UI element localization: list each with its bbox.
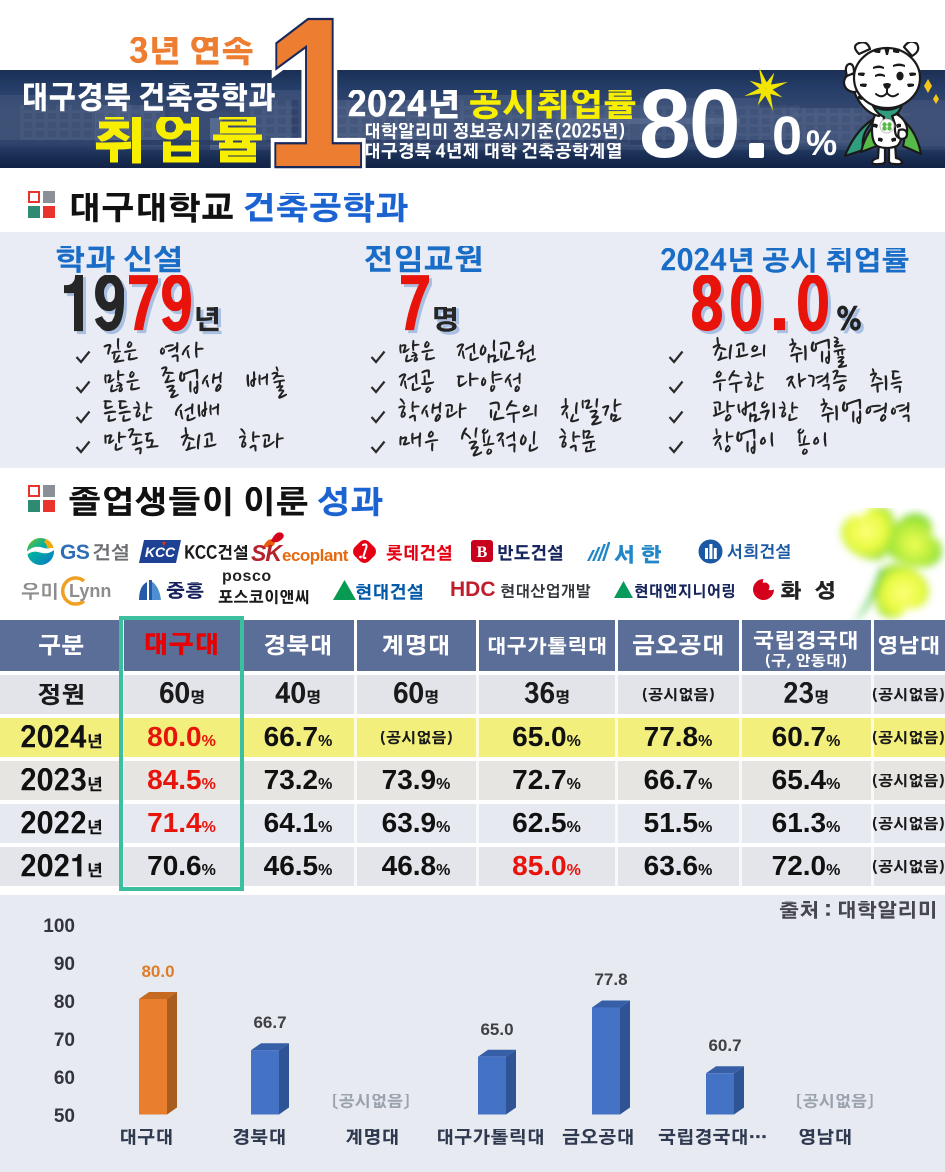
svg-text:1: 1 [267,0,365,172]
svg-text:B: B [477,544,488,561]
svg-text:1: 1 [267,0,365,172]
svg-text:Lynn: Lynn [69,581,111,601]
svg-text:KCC: KCC [145,544,176,560]
